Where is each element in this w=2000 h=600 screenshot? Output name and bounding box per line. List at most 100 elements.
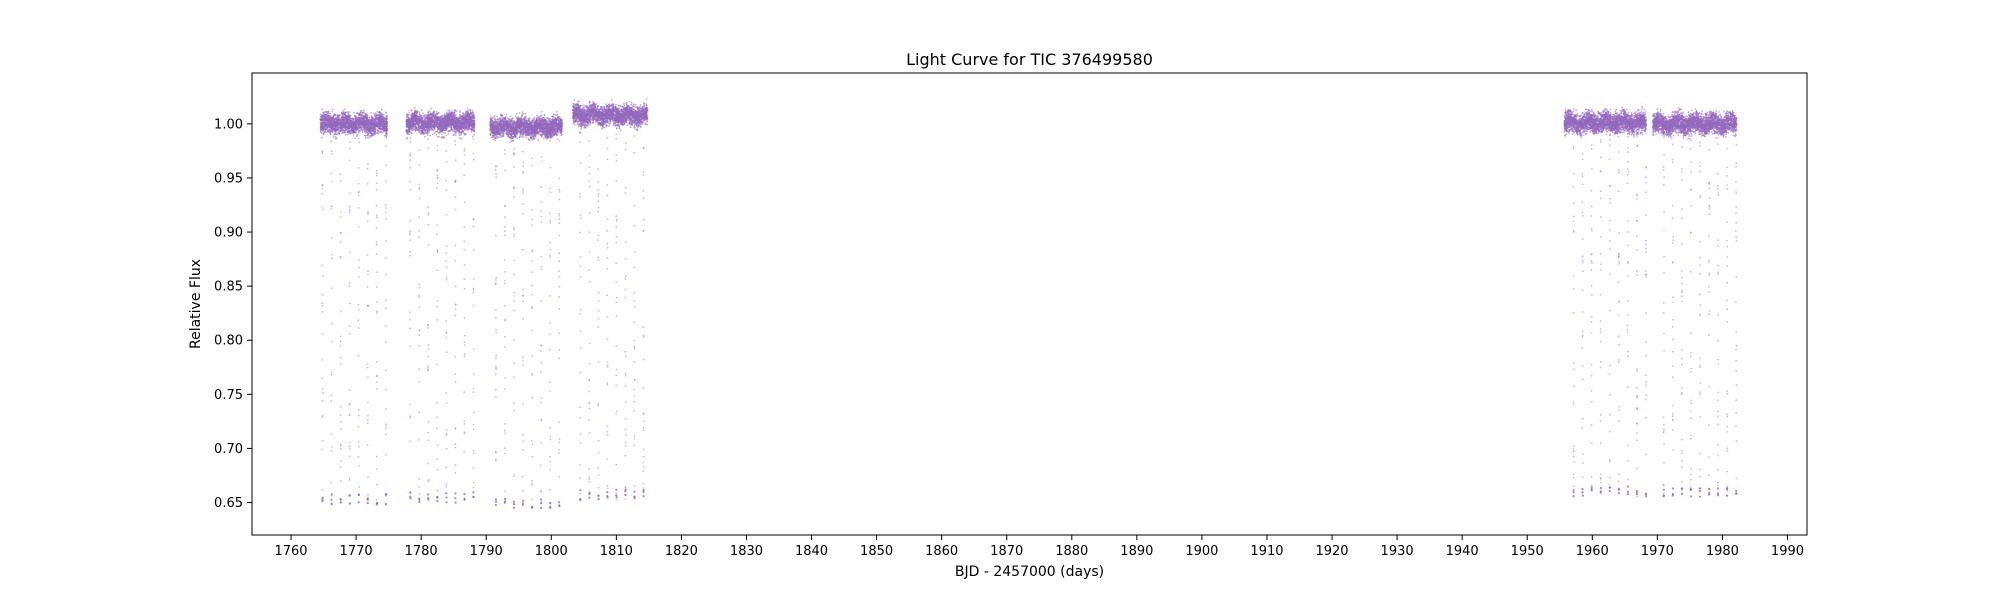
data-point (409, 188, 412, 191)
data-point (358, 327, 360, 329)
data-point (413, 112, 416, 114)
data-point (339, 129, 342, 132)
data-point (430, 118, 433, 121)
data-point (341, 125, 344, 128)
data-point (457, 130, 460, 132)
data-point (375, 174, 378, 177)
data-point (321, 275, 324, 278)
data-point (336, 122, 339, 125)
data-point (330, 449, 333, 452)
data-point (348, 281, 351, 284)
data-point (345, 125, 348, 128)
data-point (370, 134, 373, 137)
data-point (321, 440, 324, 442)
data-point (454, 427, 457, 430)
data-point (445, 150, 448, 153)
data-point (348, 414, 351, 416)
data-point (418, 186, 421, 189)
data-point (357, 414, 360, 417)
data-point (445, 466, 448, 469)
data-point (378, 120, 381, 122)
data-point (410, 132, 413, 135)
data-point (358, 190, 360, 193)
data-point (458, 120, 461, 123)
data-point (445, 320, 448, 322)
data-point (349, 441, 351, 444)
data-point (362, 127, 364, 130)
data-point (321, 152, 324, 155)
data-point (367, 376, 369, 379)
data-point (447, 114, 449, 116)
data-point (427, 327, 429, 329)
data-point (375, 360, 378, 363)
data-point (348, 209, 351, 212)
data-point (352, 134, 355, 136)
data-point (454, 180, 457, 182)
data-point (367, 414, 369, 417)
data-point (331, 257, 333, 260)
data-point (459, 124, 462, 127)
data-point (429, 111, 431, 113)
data-point (415, 116, 417, 119)
data-point (436, 500, 439, 503)
data-point (373, 132, 376, 135)
data-point (436, 401, 438, 404)
data-point (444, 121, 447, 124)
data-point (454, 116, 457, 119)
data-point (377, 129, 379, 132)
data-point (322, 133, 325, 136)
data-point (330, 400, 333, 402)
data-point (375, 455, 378, 458)
data-point (358, 465, 360, 467)
data-point (339, 173, 342, 176)
data-point (384, 503, 388, 506)
data-point (375, 120, 377, 122)
data-point (339, 356, 342, 359)
data-point (375, 204, 378, 207)
data-point (354, 137, 356, 140)
data-point (409, 230, 412, 233)
data-point (454, 472, 457, 474)
data-point (386, 127, 389, 130)
data-point (454, 244, 457, 247)
data-point (354, 119, 357, 121)
data-point (418, 115, 421, 118)
data-point (430, 125, 433, 127)
data-point (470, 131, 473, 133)
data-point (453, 125, 456, 128)
data-point (428, 116, 431, 119)
data-point (375, 483, 378, 486)
data-point (463, 226, 466, 228)
data-point (434, 115, 437, 118)
data-point (444, 128, 446, 131)
data-point (436, 187, 438, 190)
data-point (338, 123, 341, 126)
data-point (374, 112, 377, 114)
data-point (355, 135, 358, 138)
data-point (463, 341, 466, 344)
data-point (470, 127, 473, 130)
data-point (448, 124, 451, 127)
data-point (405, 118, 408, 121)
data-point (436, 299, 439, 302)
data-point (407, 113, 410, 116)
data-point (348, 502, 351, 505)
data-point (321, 304, 324, 307)
data-point (374, 124, 376, 127)
data-point (433, 110, 436, 113)
data-point (323, 131, 326, 133)
data-point (330, 433, 333, 435)
data-point (357, 441, 360, 444)
data-point (345, 117, 348, 120)
data-point (424, 129, 427, 132)
data-point (454, 159, 457, 162)
data-point (418, 500, 421, 503)
data-point (379, 117, 382, 120)
data-point (361, 118, 364, 121)
data-point (467, 115, 470, 118)
data-point (407, 125, 410, 128)
data-point (348, 333, 351, 335)
data-point (414, 114, 417, 117)
data-point (363, 109, 365, 112)
